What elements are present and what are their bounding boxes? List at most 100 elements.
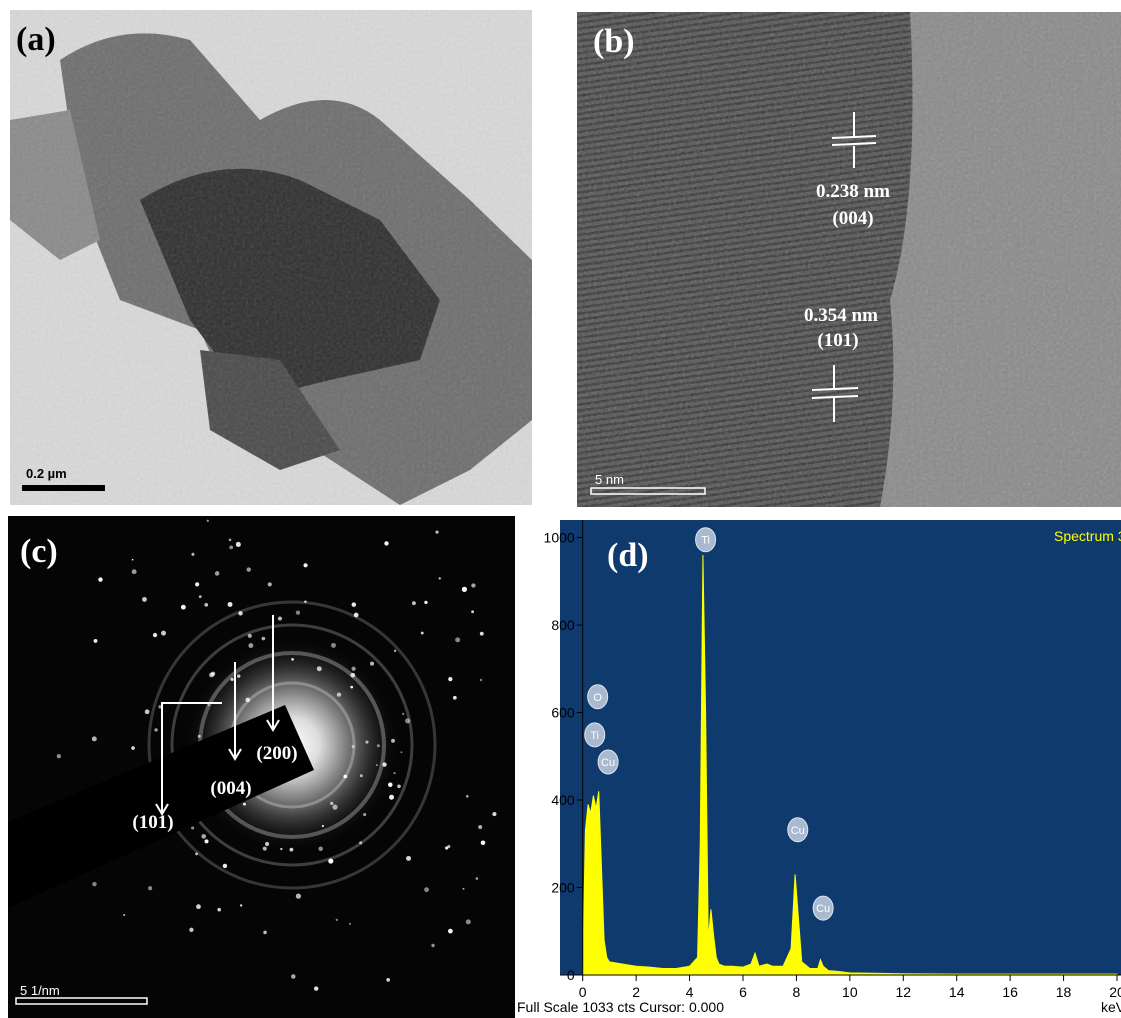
peak-label: Cu (601, 757, 615, 769)
spot (412, 601, 416, 605)
spot (330, 802, 333, 805)
spot (199, 595, 202, 598)
spot (142, 597, 147, 602)
spot (181, 605, 186, 610)
spot (229, 546, 233, 550)
spot (243, 803, 246, 806)
panel-label: (a) (16, 21, 56, 58)
spot (360, 774, 363, 777)
spot (394, 650, 396, 652)
peak-label: Ti (701, 535, 710, 547)
spot (153, 633, 157, 637)
spot (314, 986, 318, 990)
y-tick-label: 600 (551, 705, 575, 721)
annotation: (200) (256, 743, 297, 764)
spot (246, 698, 251, 703)
peak-label: O (593, 692, 602, 704)
spot (280, 848, 282, 850)
spot (196, 904, 201, 909)
spot (57, 754, 61, 758)
spot (448, 677, 452, 681)
spot (424, 601, 427, 604)
spot (354, 613, 359, 618)
spot (145, 709, 150, 714)
x-tick-label: 20 (1109, 984, 1121, 1000)
spot (189, 928, 193, 932)
spot (228, 602, 233, 607)
x-tick-label: 6 (739, 984, 747, 1000)
plot-area (560, 520, 1121, 975)
annotation: (101) (132, 812, 173, 833)
spot (376, 764, 378, 766)
spot (393, 772, 395, 774)
spot (195, 582, 199, 586)
spot (336, 919, 338, 921)
spot (439, 577, 441, 579)
spot (318, 847, 322, 851)
peak-label: Cu (816, 903, 830, 915)
x-tick-label: 16 (1002, 984, 1018, 1000)
spot (343, 775, 347, 779)
series-name: Spectrum 3 (1054, 528, 1121, 544)
panel-label: (b) (593, 23, 635, 60)
spot (248, 634, 252, 638)
x-tick-label: 0 (579, 984, 587, 1000)
spot (268, 582, 272, 586)
y-tick-label: 1000 (544, 530, 575, 546)
peak-label: Ti (590, 730, 599, 742)
spot (466, 795, 468, 797)
spot (208, 704, 210, 706)
spot (462, 587, 467, 592)
spot (215, 571, 220, 576)
spot (289, 848, 293, 852)
spot (262, 637, 266, 641)
panel-c: (c) (101) (004) (200) 5 1/nm (8, 516, 515, 1018)
footer: Full Scale 1033 cts Cursor: 0.000 (517, 999, 724, 1015)
spot (132, 559, 134, 561)
spot (263, 847, 267, 851)
y-tick-label: 200 (551, 880, 575, 896)
spot (463, 888, 465, 890)
spot (406, 856, 411, 861)
panel-label: (c) (20, 533, 58, 570)
texture (577, 12, 1121, 507)
annotation: 0.238 nm (816, 181, 890, 202)
spot (191, 553, 194, 556)
spot (231, 678, 234, 681)
spot (370, 662, 374, 666)
spot (291, 658, 294, 661)
spot (363, 813, 366, 816)
spot (480, 679, 482, 681)
spot (382, 762, 386, 766)
x-tick-label: 4 (686, 984, 694, 1000)
spot (471, 583, 475, 587)
spot (471, 610, 474, 613)
spot (123, 914, 125, 916)
spot (205, 839, 209, 843)
panel-a: (a) 0.2 µm (10, 10, 532, 505)
annotation: (004) (210, 778, 251, 799)
x-tick-label: 8 (793, 984, 801, 1000)
spot (349, 923, 351, 925)
spot (389, 795, 394, 800)
spot (248, 643, 253, 648)
spot (331, 643, 336, 648)
spot (421, 632, 424, 635)
spot (148, 886, 152, 890)
spot (448, 929, 453, 934)
spot (291, 974, 296, 979)
spot (359, 841, 362, 844)
spot (384, 541, 388, 545)
figure: (a) 0.2 µm (b) 0.238 nm (004) 0.354 nm (… (0, 0, 1121, 1018)
spot (365, 741, 368, 744)
spot (304, 600, 306, 602)
spot (476, 877, 479, 880)
spot (154, 728, 157, 731)
spot (481, 841, 486, 846)
spot (352, 667, 356, 671)
texture (10, 10, 532, 505)
annotation: (004) (832, 208, 873, 229)
spot (263, 931, 267, 935)
spot (94, 639, 98, 643)
